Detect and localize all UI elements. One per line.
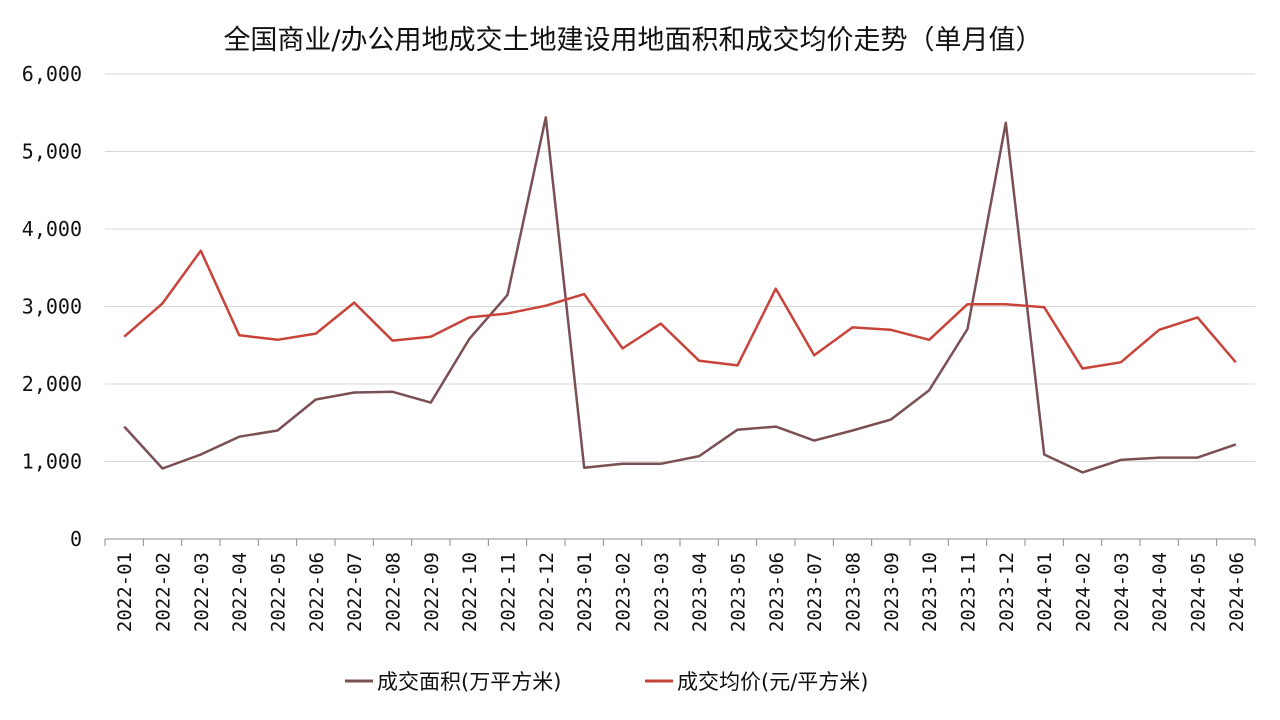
series-lines bbox=[123, 116, 1237, 474]
x-tick-label: 2022-06 bbox=[306, 552, 328, 632]
x-tick-label: 2023-10 bbox=[919, 552, 941, 632]
x-tick-label: 2023-12 bbox=[996, 552, 1018, 632]
y-tick-label: 5,000 bbox=[22, 140, 82, 164]
x-tick-label: 2023-05 bbox=[728, 552, 750, 632]
x-tick-label: 2022-04 bbox=[229, 552, 251, 632]
x-tick-label: 2022-09 bbox=[421, 552, 443, 632]
x-tick-label: 2022-08 bbox=[383, 552, 405, 632]
x-tick-label: 2023-08 bbox=[843, 552, 865, 632]
x-tick-label: 2022-01 bbox=[114, 552, 136, 632]
x-tick-label: 2023-09 bbox=[881, 552, 903, 632]
x-tick-label: 2022-02 bbox=[153, 552, 175, 632]
y-tick-label: 3,000 bbox=[22, 295, 82, 319]
y-tick-label: 0 bbox=[70, 527, 82, 551]
x-tick-label: 2024-06 bbox=[1226, 552, 1248, 632]
x-tick-label: 2023-11 bbox=[958, 552, 980, 632]
x-tick-label: 2023-02 bbox=[613, 552, 635, 632]
x-tick-label: 2022-07 bbox=[344, 552, 366, 632]
x-tick-label: 2023-01 bbox=[574, 552, 596, 632]
y-tick-label: 2,000 bbox=[22, 372, 82, 396]
y-axis-labels: 0 1,000 2,000 3,000 4,000 5,000 6,000 bbox=[22, 62, 82, 551]
x-axis: 2022-01 2022-02 2022-03 2022-04 2022-05 2022-… bbox=[104, 538, 1256, 632]
x-tick-label: 2023-04 bbox=[689, 552, 711, 632]
legend-label-1: 成交面积(万平方米) bbox=[377, 670, 561, 694]
x-tick-label: 2024-03 bbox=[1111, 552, 1133, 632]
x-tick-label: 2022-03 bbox=[191, 552, 213, 632]
series-line-1 bbox=[123, 116, 1237, 474]
x-tick-label: 2024-04 bbox=[1149, 552, 1171, 632]
x-tick-label: 2022-12 bbox=[536, 552, 558, 632]
y-tick-label: 6,000 bbox=[22, 62, 82, 86]
x-tick-label: 2023-06 bbox=[766, 552, 788, 632]
x-tick-label: 2024-05 bbox=[1188, 552, 1210, 632]
y-tick-label: 1,000 bbox=[22, 450, 82, 474]
x-tick-label: 2023-03 bbox=[651, 552, 673, 632]
x-tick-label: 2024-02 bbox=[1073, 552, 1095, 632]
legend-label-2: 成交均价(元/平方米) bbox=[677, 670, 868, 694]
x-tick-label: 2022-10 bbox=[459, 552, 481, 632]
x-tick-label: 2022-11 bbox=[498, 552, 520, 632]
x-tick-label: 2023-07 bbox=[804, 552, 826, 632]
legend: 成交面积(万平方米) 成交均价(元/平方米) bbox=[345, 670, 868, 694]
series-line-2 bbox=[123, 249, 1237, 370]
chart-title: 全国商业/办公用地成交土地建设用地面积和成交均价走势（单月值） bbox=[223, 25, 1042, 56]
x-tick-label: 2022-05 bbox=[268, 552, 290, 632]
y-tick-label: 4,000 bbox=[22, 217, 82, 241]
grid-lines bbox=[105, 73, 1255, 462]
x-tick-label: 2024-01 bbox=[1034, 552, 1056, 632]
